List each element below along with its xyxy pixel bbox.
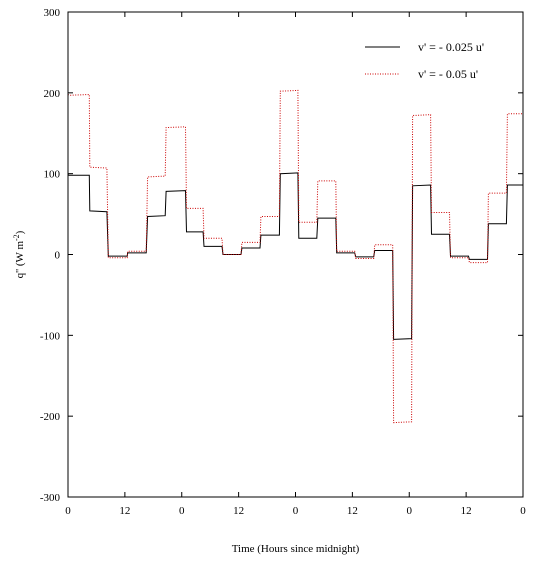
- x-tick-label: 12: [233, 505, 244, 517]
- y-tick-label: -300: [40, 492, 61, 504]
- x-tick-label: 0: [520, 505, 526, 517]
- x-tick-label: 0: [407, 505, 413, 517]
- y-axis-label-superscript: -2: [12, 234, 21, 241]
- y-tick-label: -200: [40, 411, 61, 423]
- y-axis-label: q'' (W m-2): [12, 230, 27, 278]
- legend-label-1: v' = - 0.025 u': [418, 40, 484, 54]
- legend-label-2: v' = - 0.05 u': [418, 67, 478, 81]
- y-axis-label-text: q'' (W m: [14, 241, 26, 279]
- x-axis: 0 12 0 12 0 12 0 12 0: [65, 12, 526, 517]
- series-line-1: [67, 172, 523, 340]
- x-axis-label: Time (Hours since midnight): [232, 543, 360, 555]
- x-tick-label: 0: [65, 505, 71, 517]
- series-line-2: [67, 89, 523, 424]
- x-tick-label: 12: [461, 505, 472, 517]
- x-tick-label: 0: [293, 505, 299, 517]
- x-tick-label: 12: [119, 505, 130, 517]
- x-tick-label: 12: [347, 505, 358, 517]
- y-tick-label: 100: [44, 169, 61, 181]
- y-tick-label: 0: [55, 250, 61, 262]
- y-tick-label: -100: [40, 330, 61, 342]
- y-axis: -300 -200 -100 0 100 200 300: [40, 7, 523, 504]
- x-tick-label: 0: [179, 505, 185, 517]
- y-tick-label: 300: [44, 7, 61, 19]
- plot-frame: [67, 11, 524, 498]
- y-axis-label-close: ): [14, 230, 26, 234]
- y-tick-label: 200: [44, 88, 61, 100]
- plot-area: [67, 89, 523, 424]
- legend: v' = - 0.025 u' v' = - 0.05 u': [365, 40, 484, 81]
